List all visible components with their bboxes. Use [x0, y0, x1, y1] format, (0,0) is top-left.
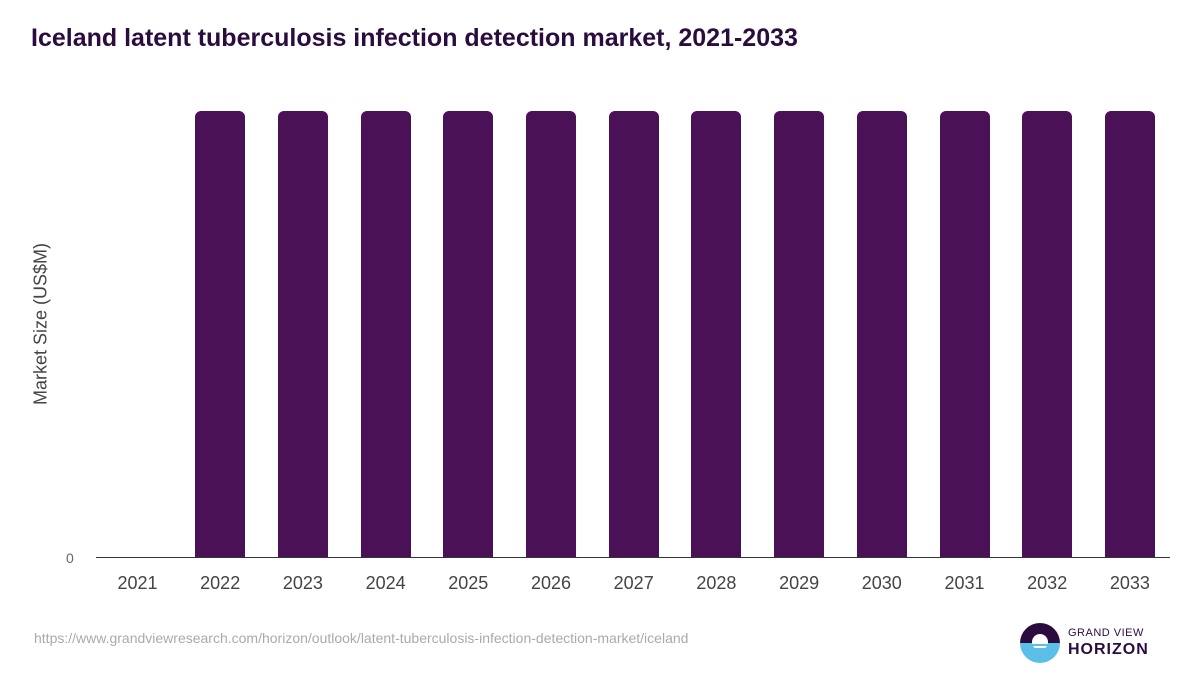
- chart-title: Iceland latent tuberculosis infection de…: [31, 24, 798, 52]
- bar-2032: [1022, 111, 1073, 557]
- x-tick-2028: 2028: [696, 573, 737, 593]
- bar-2026: [526, 111, 576, 557]
- bar-2025: [443, 111, 494, 557]
- x-tick-2029: 2029: [779, 573, 820, 593]
- x-axis-line: [96, 557, 1170, 558]
- x-tick-2022: 2022: [200, 573, 241, 593]
- x-tick-2030: 2030: [861, 573, 902, 593]
- logo-text-horizon: HORIZON: [1068, 641, 1149, 658]
- bar-2027: [608, 111, 659, 557]
- x-tick-2032: 2032: [1027, 573, 1068, 593]
- source-url: https://www.grandviewresearch.com/horizo…: [34, 630, 689, 646]
- x-tick-2027: 2027: [613, 573, 654, 593]
- grand-view-horizon-logo: GRAND VIEW HORIZON: [1020, 623, 1149, 663]
- bar-2030: [856, 111, 907, 557]
- x-tick-2023: 2023: [282, 573, 323, 593]
- bar-2024: [360, 111, 411, 557]
- bar-2031: [939, 111, 990, 557]
- x-tick-2021: 2021: [117, 573, 158, 593]
- x-tick-2033: 2033: [1109, 573, 1150, 593]
- x-tick-2031: 2031: [944, 573, 985, 593]
- y-axis-label: Market Size (US$M): [30, 242, 51, 406]
- x-tick-2025: 2025: [448, 573, 489, 593]
- logo-text-grand-view: GRAND VIEW: [1068, 627, 1144, 639]
- horizon-logo-icon: [1020, 623, 1060, 663]
- x-tick-2024: 2024: [365, 573, 406, 593]
- bar-2022: [195, 111, 246, 557]
- bar-2023: [277, 111, 328, 557]
- x-tick-2026: 2026: [530, 573, 572, 593]
- bar-2033: [1104, 111, 1155, 557]
- bar-2028: [691, 111, 742, 557]
- y-tick-zero: 0: [66, 550, 74, 566]
- bar-2029: [774, 111, 825, 557]
